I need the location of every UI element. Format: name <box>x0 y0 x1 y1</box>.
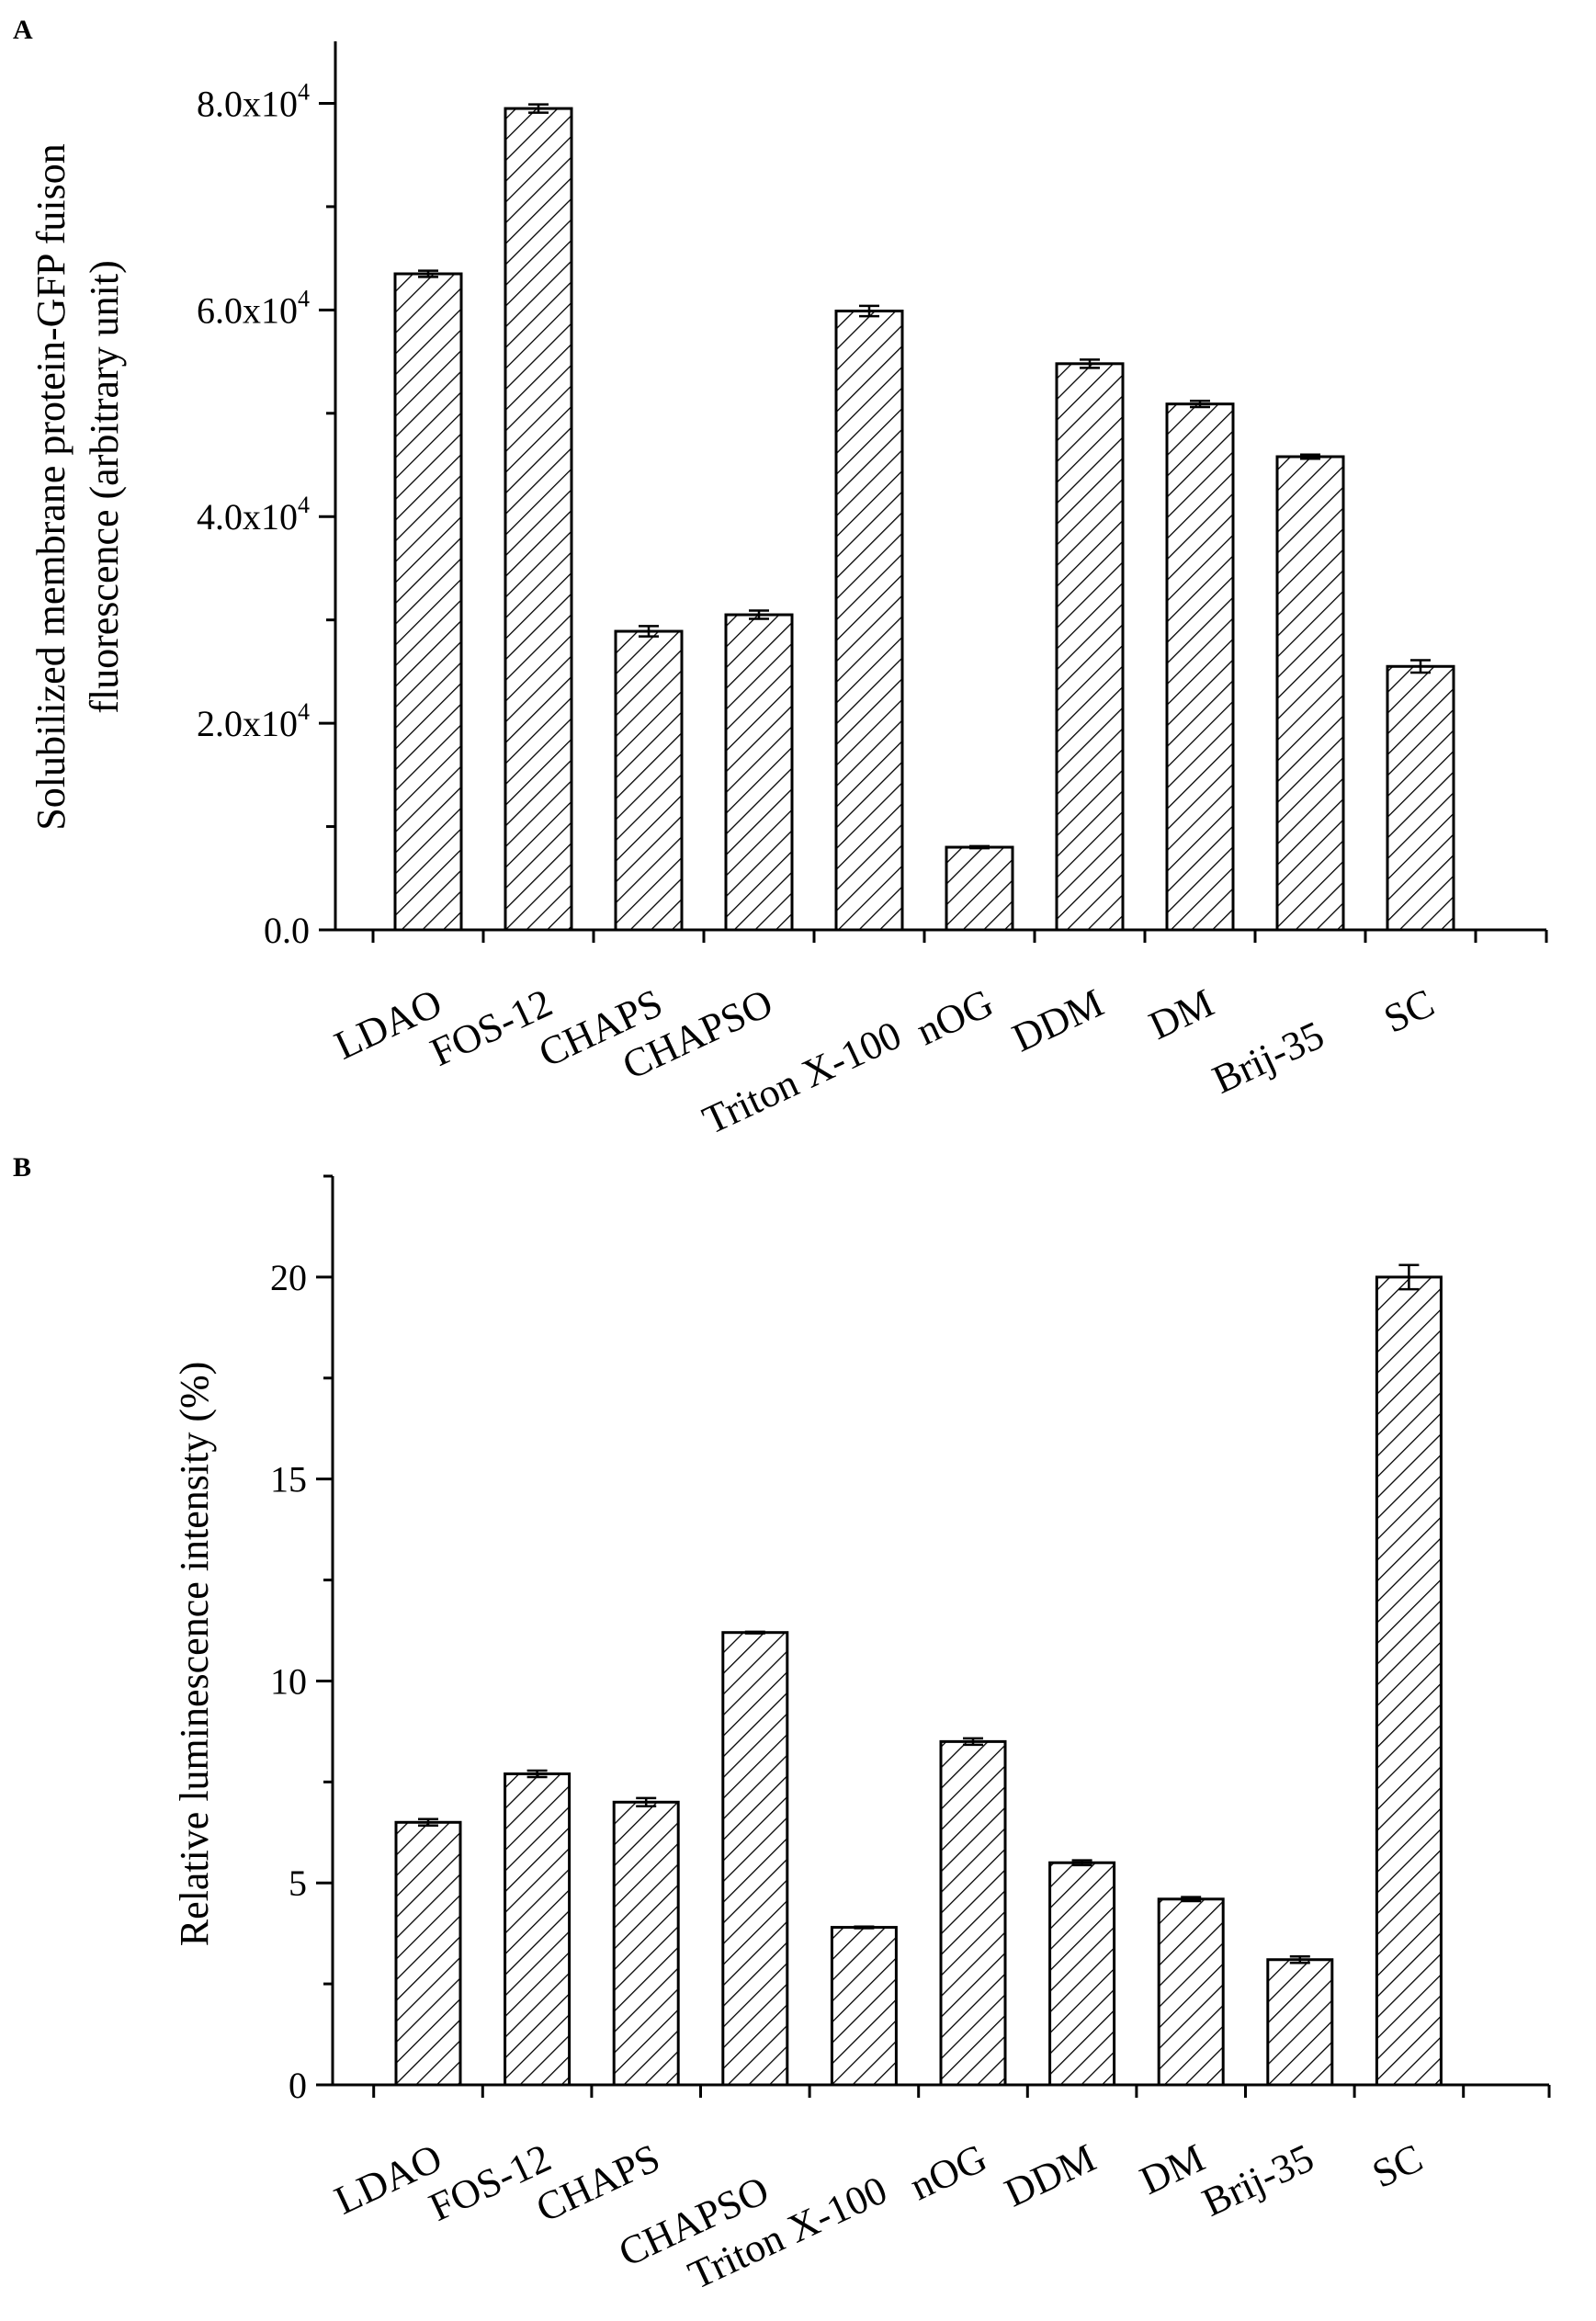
b-y-axis-title: Relative luminescence intensity (%) <box>172 1362 217 1947</box>
b-category-label: Brij-35 <box>1195 2135 1320 2225</box>
b-bar-chaps <box>612 1800 680 2087</box>
b-bar-chapso <box>721 1631 789 2087</box>
b-bar-fos-12 <box>504 1772 572 2087</box>
a-y-tick-label: 2.0x104 <box>197 698 310 744</box>
b-bar-brij-35 <box>1266 1958 1334 2087</box>
a-y-axis-title: Solubilized membrane protein-GFP fuison <box>28 143 74 830</box>
a-bar-brij-35 <box>1275 455 1345 932</box>
a-y-tick-label: 6.0x104 <box>197 285 310 331</box>
panel-letter-a: A <box>13 15 33 45</box>
b-bar-dm <box>1157 1897 1225 2087</box>
b-category-label: FOS-12 <box>423 2135 558 2230</box>
a-bar-chaps <box>614 629 684 932</box>
b-y-tick-label: 20 <box>270 1257 307 1298</box>
a-category-label: DDM <box>1005 980 1110 1061</box>
a-bar-dm <box>1165 402 1235 932</box>
b-y-tick-label: 15 <box>270 1459 307 1500</box>
a-y-tick-label: 0.0 <box>264 910 310 951</box>
b-bar-nog <box>939 1739 1007 2087</box>
a-bar-sc <box>1386 664 1455 932</box>
a-y-tick-label: 8.0x104 <box>197 78 310 124</box>
b-category-label: DDM <box>998 2135 1103 2216</box>
panel-b: B 0 5 10 15 20 LDAO FOS-12 CHAPS CHAPSO Triton X-… <box>0 1149 1596 2321</box>
a-bar-nog <box>945 845 1014 932</box>
b-category-label: SC <box>1365 2135 1429 2197</box>
b-y-tick-label: 0 <box>289 2065 307 2106</box>
b-bar-sc <box>1375 1275 1443 2087</box>
b-category-label: nOG <box>903 2135 993 2210</box>
a-bar-chapso <box>724 613 794 932</box>
b-y-tick-label: 10 <box>270 1660 307 1702</box>
b-category-label: CHAPS <box>529 2135 666 2231</box>
a-category-label: SC <box>1377 980 1441 1042</box>
a-category-label: nOG <box>910 980 1000 1055</box>
a-bar-fos-12 <box>504 107 573 932</box>
a-bar-triton-x-100 <box>834 309 904 932</box>
chart-a: A 0.0 2.0x104 4.0x104 6.0x104 8.0x104 LDAOFOS… <box>13 15 1548 1143</box>
a-bar-ddm <box>1055 362 1125 932</box>
b-bar-ddm <box>1048 1861 1116 2087</box>
a-category-label: LDAO <box>328 980 448 1069</box>
panel-a: A 0.0 2.0x104 4.0x104 6.0x104 8.0x104 LDAO FOS… <box>0 0 1596 1149</box>
a-category-label: Brij-35 <box>1205 1013 1330 1103</box>
b-y-tick-label: 5 <box>289 1862 307 1904</box>
panel-letter-b: B <box>13 1152 31 1183</box>
b-bar-triton-x-100 <box>830 1926 898 2087</box>
a-category-label: DM <box>1142 980 1220 1048</box>
a-bar-ldao <box>393 272 463 932</box>
a-y-axis-title-line2: fluorescence (arbitrary unit) <box>82 260 127 714</box>
b-category-label: LDAO <box>328 2135 448 2224</box>
a-y-tick-label: 4.0x104 <box>197 492 310 538</box>
b-bar-ldao <box>394 1820 462 2087</box>
a-category-label: FOS-12 <box>424 980 559 1075</box>
